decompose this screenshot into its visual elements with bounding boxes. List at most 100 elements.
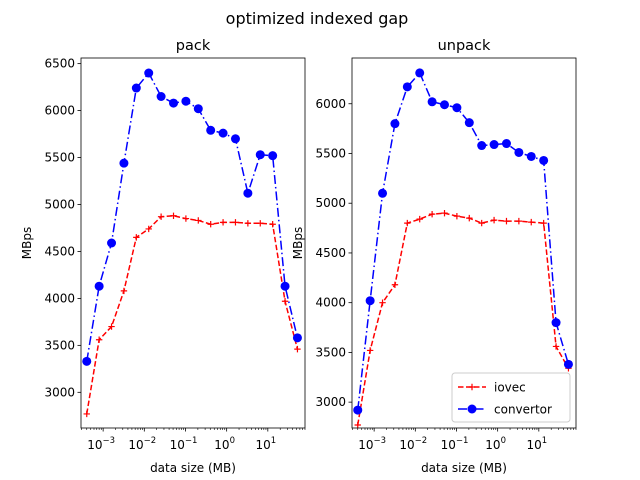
data-point-iovec xyxy=(207,221,214,228)
data-point-convertor xyxy=(193,104,203,114)
x-tick-label: 10−1 xyxy=(441,436,469,452)
data-point-convertor xyxy=(402,82,412,92)
data-point-iovec xyxy=(528,218,535,226)
legend-marker-convertor xyxy=(467,404,477,414)
data-point-convertor xyxy=(464,118,474,128)
data-point-iovec xyxy=(294,345,301,353)
data-point-convertor xyxy=(514,147,524,157)
data-point-iovec xyxy=(552,343,560,350)
y-tick-label: 4500 xyxy=(44,244,75,258)
data-point-convertor xyxy=(365,296,375,306)
data-point-iovec xyxy=(83,410,90,418)
data-point-iovec xyxy=(257,220,264,227)
data-point-iovec xyxy=(404,219,411,227)
data-point-iovec xyxy=(428,210,436,218)
data-point-convertor xyxy=(452,103,462,113)
axes-frame xyxy=(351,57,577,429)
data-point-iovec xyxy=(515,217,523,225)
data-point-iovec xyxy=(540,219,547,227)
y-tick-label: 3000 xyxy=(315,395,346,409)
legend: iovec convertor xyxy=(451,372,571,423)
data-point-iovec xyxy=(441,209,448,217)
data-point-iovec xyxy=(232,219,239,226)
data-point-convertor xyxy=(551,318,561,328)
data-point-convertor xyxy=(107,238,117,248)
y-tick-label: 4000 xyxy=(315,296,346,310)
x-tick-label: 10−2 xyxy=(399,436,427,452)
legend-label-convertor: convertor xyxy=(494,403,552,417)
x-axis-label: data size (MB) xyxy=(150,461,236,475)
data-point-convertor xyxy=(280,281,290,291)
subplot-unpack: 10−3 10−2 10−1 100 101 3000 3500 4000 4500 5000 55… xyxy=(291,38,577,475)
data-point-iovec xyxy=(133,234,140,241)
data-point-convertor xyxy=(563,359,573,369)
data-point-convertor xyxy=(230,134,240,144)
data-point-convertor xyxy=(218,128,228,138)
data-point-iovec xyxy=(416,215,423,223)
data-point-convertor xyxy=(131,83,141,93)
x-tick-label: 101 xyxy=(526,436,547,452)
data-point-iovec xyxy=(379,299,386,306)
y-tick-label: 5500 xyxy=(315,146,346,160)
subplot-title: unpack xyxy=(438,38,491,54)
data-point-iovec xyxy=(219,219,227,226)
data-point-convertor xyxy=(489,140,499,150)
data-point-convertor xyxy=(169,98,179,108)
data-point-convertor xyxy=(539,155,549,165)
y-tick-label: 5000 xyxy=(315,196,346,210)
axes-frame xyxy=(80,57,306,429)
y-tick-label: 5000 xyxy=(44,197,75,211)
x-tick-label: 10−1 xyxy=(170,436,198,452)
data-point-iovec xyxy=(453,212,461,220)
data-point-convertor xyxy=(243,188,253,198)
data-point-convertor xyxy=(415,68,425,78)
series-line-convertor xyxy=(86,71,299,362)
data-point-iovec xyxy=(145,225,152,233)
data-point-iovec xyxy=(182,215,190,222)
series-line-iovec xyxy=(86,215,299,415)
y-tick-label: 4000 xyxy=(44,291,75,305)
y-axis-label: MBps xyxy=(20,227,34,259)
data-point-convertor xyxy=(378,188,388,198)
data-point-iovec xyxy=(466,214,473,222)
data-point-iovec xyxy=(108,323,115,330)
data-point-iovec xyxy=(269,221,276,228)
data-point-iovec xyxy=(391,281,399,288)
series-line-convertor xyxy=(357,71,570,411)
y-tick-label: 6000 xyxy=(315,97,346,111)
subplot-title: pack xyxy=(176,38,211,54)
data-point-iovec xyxy=(120,287,128,295)
y-tick-label: 3000 xyxy=(44,385,75,399)
data-point-convertor xyxy=(144,68,154,78)
data-point-iovec xyxy=(281,298,289,305)
x-tick-label: 101 xyxy=(255,436,276,452)
data-point-convertor xyxy=(526,151,536,161)
x-tick-label: 10−2 xyxy=(128,436,156,452)
data-point-iovec xyxy=(366,347,374,354)
data-point-iovec xyxy=(157,213,165,220)
x-tick-label: 10−3 xyxy=(87,436,115,452)
data-point-convertor xyxy=(353,405,363,415)
data-point-convertor xyxy=(440,100,450,110)
legend-label-iovec: iovec xyxy=(494,381,526,395)
subplot-pack: 10−3 10−2 10−1 100 101 3000 3500 4000 4500 5000 55… xyxy=(20,38,306,475)
x-tick-label: 100 xyxy=(214,436,235,452)
data-point-convertor xyxy=(292,333,302,343)
data-point-iovec xyxy=(95,336,103,343)
data-point-convertor xyxy=(255,150,265,160)
y-axis-label: MBps xyxy=(291,227,305,259)
data-point-iovec xyxy=(478,219,485,227)
y-tick-label: 3500 xyxy=(315,345,346,359)
data-point-convertor xyxy=(156,92,166,102)
data-point-iovec xyxy=(354,421,361,429)
data-point-iovec xyxy=(244,220,252,227)
figure-suptitle: optimized indexed gap xyxy=(226,9,409,28)
y-tick-label: 6000 xyxy=(44,104,75,118)
data-point-iovec xyxy=(195,217,202,224)
data-point-convertor xyxy=(82,356,92,366)
data-point-iovec xyxy=(170,212,177,219)
data-point-convertor xyxy=(94,281,104,291)
data-point-convertor xyxy=(390,119,400,129)
y-tick-label: 3500 xyxy=(44,338,75,352)
